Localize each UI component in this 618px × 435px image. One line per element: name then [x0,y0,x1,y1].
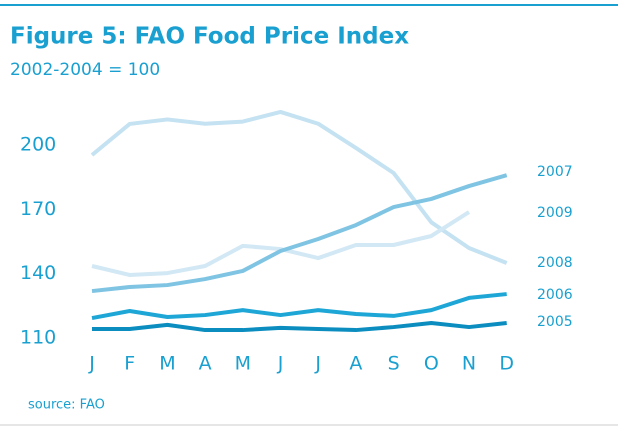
series-line [91,292,507,321]
x-tick-label: M [235,353,251,375]
y-tick-label: 110 [20,326,56,348]
x-tick-label: O [424,353,439,375]
y-tick-label: 170 [20,198,56,220]
x-tick-label: M [159,353,175,375]
x-tick-label: S [388,353,400,375]
chart-title: Figure 5: FAO Food Price Index [10,24,409,50]
x-tick-label: N [462,353,476,375]
source: source: FAO [28,398,105,413]
y-tick-label: 200 [20,134,56,156]
series-line [92,320,507,333]
series-line [90,109,508,265]
series-line [91,173,508,294]
x-tick-label: J [314,353,321,375]
series-label: 2008 [537,255,573,271]
series-label: 2006 [537,287,573,303]
y-tick-label: 140 [20,262,56,284]
x-tick-label: F [124,353,135,375]
series-label: 2007 [537,164,573,180]
series-label: 2005 [537,314,573,330]
x-tick-label: J [277,353,284,375]
chart-subtitle: 2002-2004 = 100 [10,60,160,80]
x-tick-label: D [499,353,514,375]
series-line [91,210,471,277]
series-label: 2009 [537,205,573,221]
x-tick-label: J [88,353,95,375]
x-tick-label: A [199,353,212,375]
x-tick-label: A [349,353,362,375]
